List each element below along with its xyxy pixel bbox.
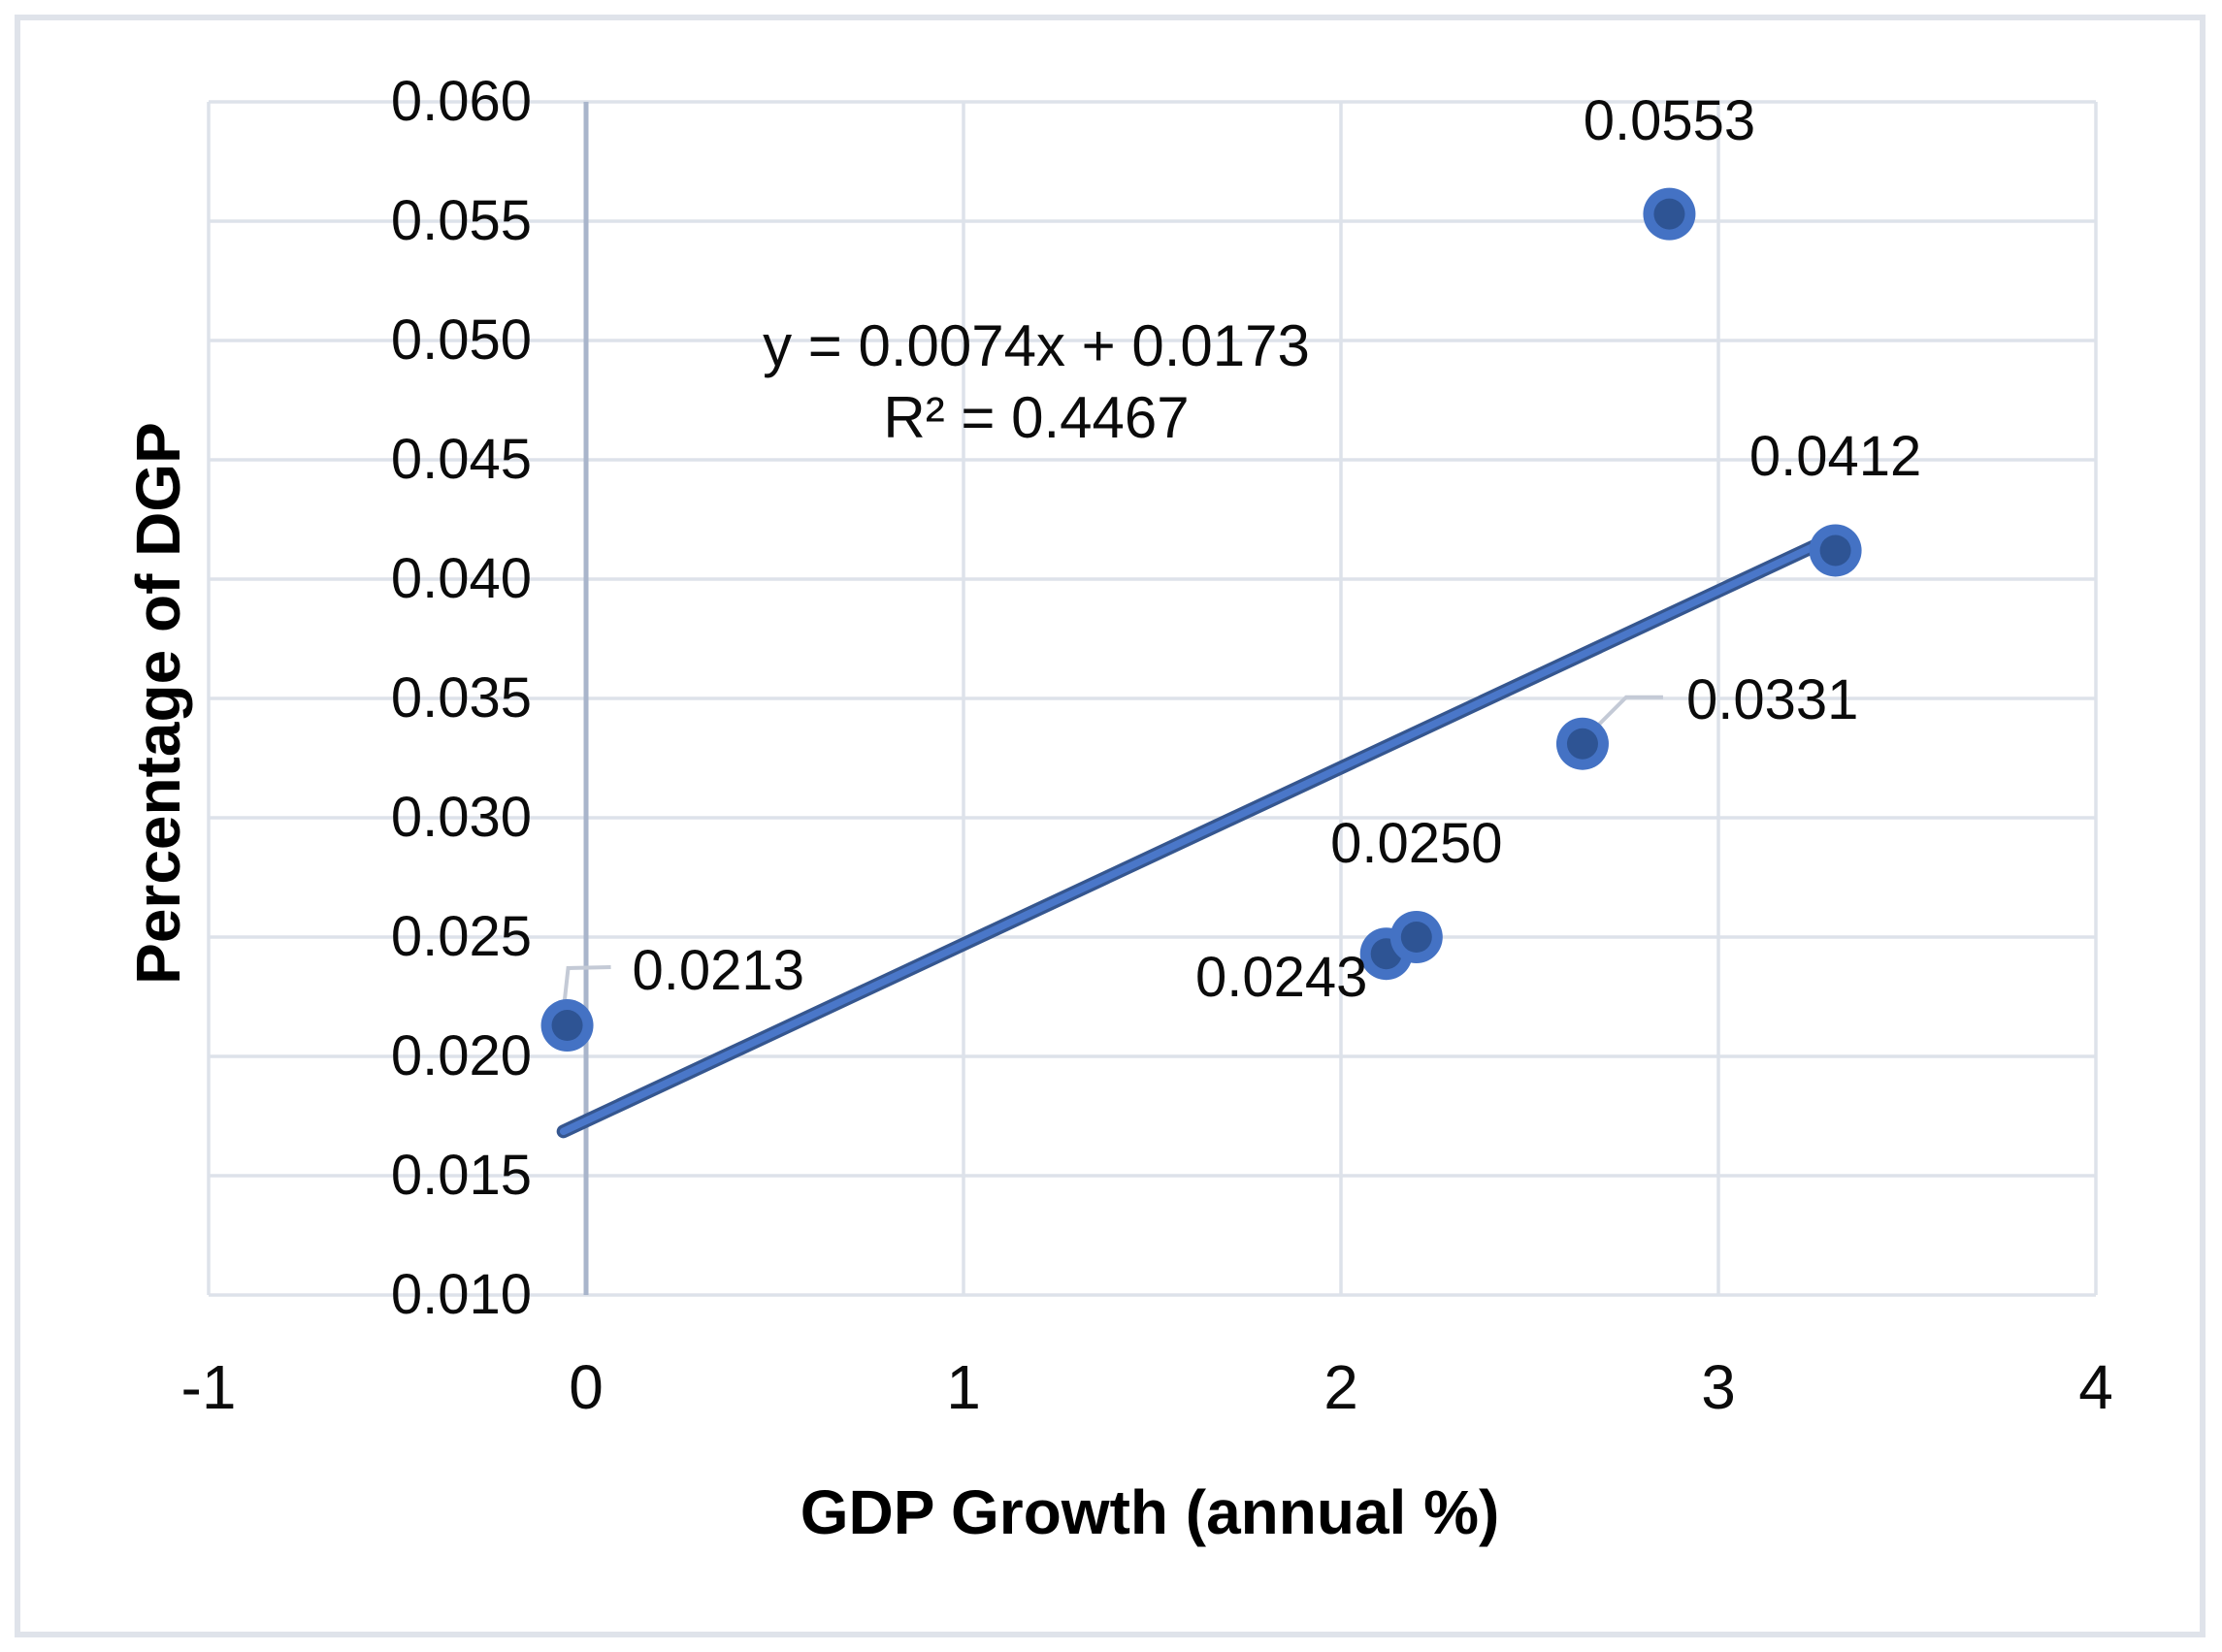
- data-label: 0.0250: [1330, 812, 1503, 875]
- data-point-marker-core: [1400, 922, 1432, 953]
- trendline-highlight: [559, 534, 1836, 1136]
- x-axis-title: GDP Growth (annual %): [800, 1477, 1500, 1547]
- x-axis-tick-label: 4: [2078, 1352, 2113, 1422]
- data-point-marker-core: [551, 1010, 583, 1042]
- x-axis-tick-label: 1: [946, 1352, 981, 1422]
- x-axis-tick-label: 3: [1701, 1352, 1736, 1422]
- x-axis-tick-label: -1: [180, 1352, 237, 1422]
- data-label: 0.0412: [1748, 425, 1922, 489]
- y-axis-tick-label: 0.020: [390, 1024, 532, 1087]
- y-axis-tick-label: 0.025: [390, 905, 532, 968]
- y-axis-title: Percentage of DGP: [123, 422, 193, 985]
- y-axis-tick-label: 0.040: [390, 547, 532, 610]
- y-axis-tick-label: 0.050: [390, 308, 532, 372]
- data-label: 0.0331: [1685, 667, 1859, 731]
- data-label: 0.0553: [1583, 88, 1756, 152]
- label-leader-line: [561, 965, 611, 1013]
- y-axis-tick-label: 0.030: [390, 786, 532, 849]
- y-axis-tick-label: 0.045: [390, 428, 532, 491]
- y-axis-tick-label: 0.035: [390, 666, 532, 729]
- data-label: 0.0213: [632, 939, 804, 1003]
- y-axis-tick-label: 0.010: [390, 1263, 532, 1326]
- data-point-marker-core: [1653, 198, 1685, 230]
- y-axis-tick-label: 0.055: [390, 189, 532, 252]
- trendline-equation: y = 0.0074x + 0.0173: [763, 313, 1310, 378]
- data-label: 0.0243: [1194, 946, 1368, 1010]
- y-axis-tick-label: 0.015: [390, 1144, 532, 1207]
- data-point-marker-core: [1819, 534, 1851, 567]
- r-squared-value: R² = 0.4467: [883, 385, 1190, 450]
- data-point-marker-core: [1566, 728, 1598, 760]
- y-axis-tick-label: 0.060: [390, 70, 532, 133]
- x-axis-tick-label: 0: [569, 1352, 604, 1422]
- x-axis-tick-label: 2: [1323, 1352, 1358, 1422]
- trendline-equation-block: y = 0.0074x + 0.0173 R² = 0.4467: [600, 310, 1473, 454]
